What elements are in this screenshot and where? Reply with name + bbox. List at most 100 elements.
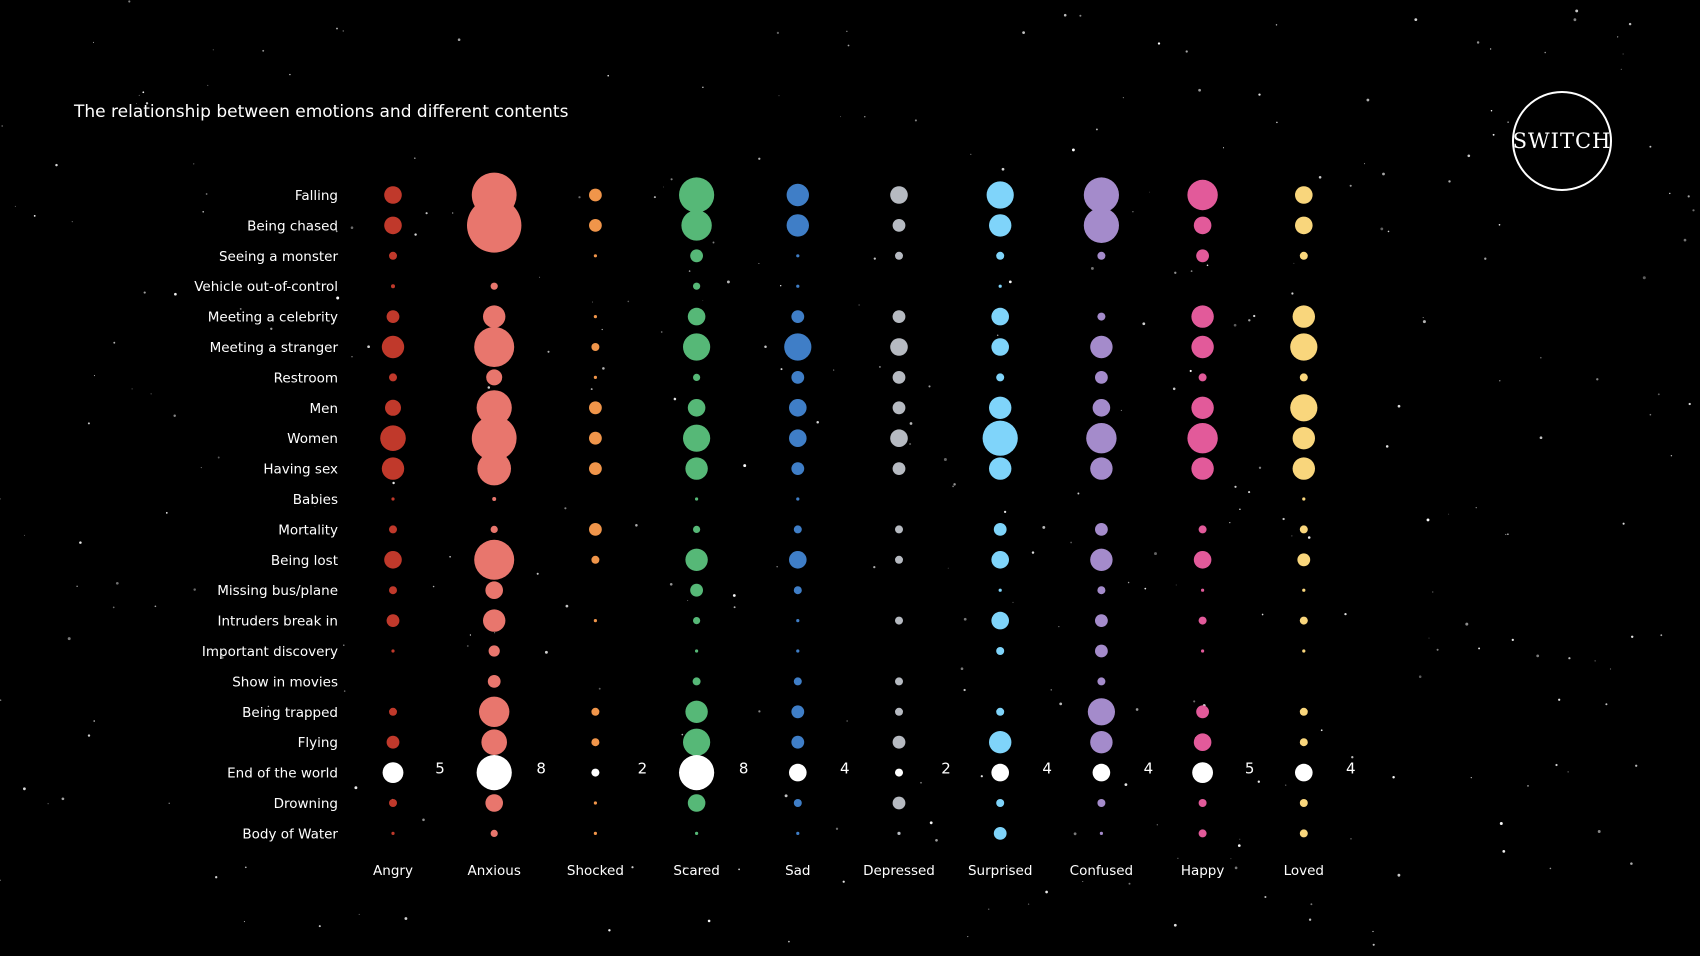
star	[1502, 850, 1506, 853]
star	[1422, 320, 1426, 324]
bubble	[892, 462, 906, 475]
row-label: Falling	[295, 188, 338, 204]
star	[343, 690, 346, 692]
bubble	[471, 415, 517, 461]
bubble	[1299, 525, 1308, 534]
star	[487, 386, 491, 389]
star	[61, 797, 65, 801]
bubble	[693, 525, 701, 534]
column-label: Loved	[1284, 863, 1324, 879]
star	[1422, 317, 1424, 319]
bubble	[1097, 312, 1106, 321]
star	[1022, 31, 1025, 34]
star	[1233, 323, 1237, 327]
row-label: Babies	[293, 492, 338, 508]
bubble	[892, 735, 906, 749]
star	[1077, 492, 1080, 495]
bubble	[1201, 649, 1205, 653]
star	[833, 369, 835, 371]
star	[93, 720, 95, 722]
column-label: Surprised	[968, 863, 1032, 879]
bubble	[1299, 829, 1308, 838]
bubble	[1090, 335, 1113, 359]
star	[996, 334, 999, 336]
bubble	[683, 424, 711, 452]
star	[653, 196, 656, 199]
bubble	[386, 310, 400, 323]
star	[914, 119, 917, 122]
star	[432, 585, 435, 588]
star	[469, 634, 471, 636]
star	[1575, 9, 1579, 13]
star	[87, 422, 90, 425]
bubble	[793, 586, 802, 595]
star	[1132, 211, 1134, 213]
bubble	[1090, 548, 1113, 571]
bubble	[485, 794, 504, 812]
bubble	[1097, 586, 1106, 595]
bubble	[1092, 399, 1111, 417]
star	[1059, 702, 1063, 706]
star	[947, 567, 949, 569]
star	[173, 414, 176, 418]
bubble	[589, 462, 602, 475]
star	[1436, 648, 1439, 651]
star	[776, 31, 780, 35]
star	[1555, 763, 1558, 767]
star	[142, 91, 145, 94]
star	[1190, 270, 1193, 272]
bubble	[685, 700, 708, 723]
bubble	[380, 425, 406, 452]
bubble	[796, 497, 800, 501]
star	[780, 368, 783, 371]
column-label: Anxious	[468, 863, 521, 879]
star	[1229, 521, 1231, 524]
star	[239, 307, 242, 310]
star	[1630, 635, 1634, 639]
star	[1027, 903, 1030, 905]
bubble	[1297, 553, 1311, 567]
star	[1428, 637, 1430, 639]
star	[1364, 163, 1366, 165]
bubble	[991, 763, 1009, 782]
row-label: Men	[309, 401, 338, 417]
bubble	[1087, 698, 1115, 726]
star	[33, 214, 36, 217]
star	[212, 49, 214, 51]
star	[1657, 393, 1660, 396]
bubble	[474, 327, 515, 367]
bubble	[1090, 457, 1113, 480]
bubble	[1201, 588, 1205, 592]
star	[578, 196, 581, 199]
row-label: Important discovery	[202, 644, 338, 660]
star	[425, 212, 428, 215]
bubble	[892, 401, 906, 415]
row-label: Restroom	[274, 370, 338, 386]
row-label: Meeting a stranger	[210, 340, 339, 356]
star	[71, 220, 73, 223]
bubble	[989, 457, 1012, 480]
bubble	[490, 525, 498, 534]
bubble	[1295, 763, 1313, 782]
bubble	[789, 429, 807, 448]
star	[702, 86, 704, 88]
star	[1237, 844, 1241, 847]
star	[1596, 378, 1599, 381]
star	[1539, 436, 1543, 440]
bubble	[389, 707, 397, 716]
row-label: Body of Water	[242, 826, 338, 842]
star	[87, 734, 91, 737]
star	[1193, 700, 1196, 703]
totals: 5 8 2 8 4 2 4 4 5 4	[435, 760, 1355, 778]
star	[1320, 729, 1323, 732]
star	[1465, 622, 1469, 626]
bubble	[589, 401, 602, 415]
star	[846, 720, 848, 722]
star	[205, 193, 208, 195]
star	[1082, 881, 1084, 882]
star	[920, 781, 922, 784]
star	[145, 102, 149, 105]
star	[1264, 895, 1267, 899]
star	[1282, 517, 1285, 521]
